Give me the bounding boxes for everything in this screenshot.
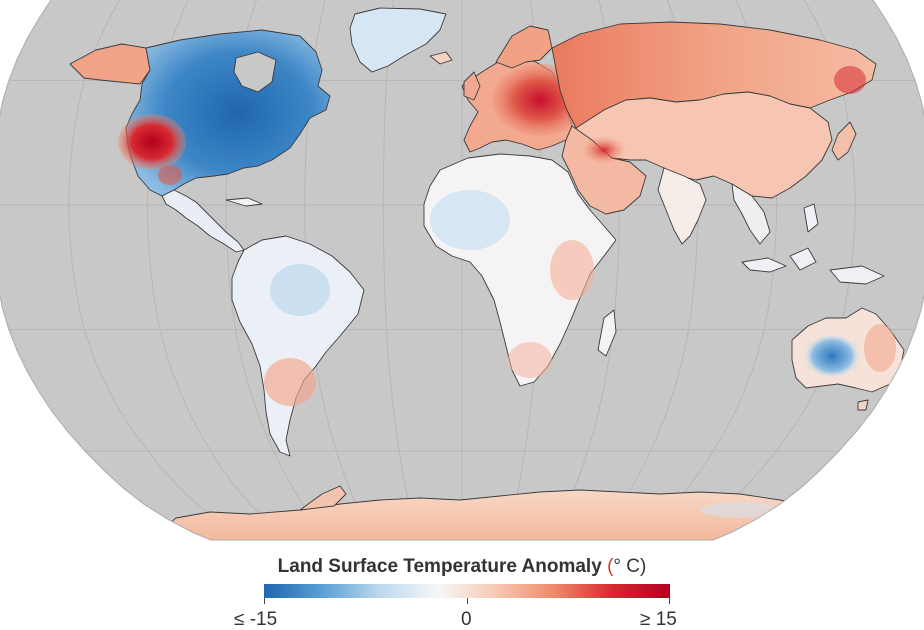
argentina-warm <box>264 358 316 406</box>
british-isles <box>463 71 481 101</box>
legend-unit-degree: ° <box>613 556 622 577</box>
antarctic-peninsula <box>299 485 347 511</box>
brazil-cool <box>270 264 330 316</box>
antarctica-cool-patch <box>700 502 780 518</box>
madagascar <box>597 309 617 357</box>
india <box>657 167 707 245</box>
legend-max-label: ≥ 15 <box>640 609 677 630</box>
legend-title: Land Surface Temperature Anomaly (° C) <box>0 556 924 578</box>
indonesia-1 <box>741 257 787 273</box>
legend-unit-letter: C) <box>626 556 647 577</box>
hudson-bay <box>233 51 277 93</box>
southeast-asia <box>731 183 771 245</box>
new-zealand <box>905 411 921 433</box>
legend-min-label: ≤ -15 <box>234 609 278 630</box>
south-africa-warm <box>508 342 552 378</box>
japan <box>831 121 857 161</box>
asia <box>575 91 833 199</box>
greenland <box>349 7 447 73</box>
east-africa-warm <box>550 240 594 300</box>
southwest-heat <box>158 165 182 185</box>
new-guinea <box>829 265 885 285</box>
iceland <box>429 51 453 65</box>
legend-tick-mid <box>467 598 468 604</box>
south-america <box>231 235 365 457</box>
australia-east-warm <box>864 324 896 372</box>
middle-east-heat <box>582 136 626 164</box>
cuba <box>225 197 263 207</box>
legend-title-text: Land Surface Temperature Anomaly <box>277 556 602 577</box>
legend-mid-label: 0 <box>461 609 472 630</box>
legend-tick-min <box>264 598 265 604</box>
alaska <box>69 43 151 85</box>
land-masses <box>69 7 921 540</box>
legend-tick-max <box>669 598 670 604</box>
west-africa-cool <box>430 190 510 250</box>
legend-unit-open: ( <box>607 556 614 577</box>
philippines <box>803 203 819 233</box>
indonesia-2 <box>789 247 817 271</box>
tasmania <box>857 399 869 411</box>
western-us-heat <box>118 114 186 170</box>
legend-color-bar <box>264 584 670 598</box>
east-russia-heat <box>834 66 866 94</box>
globe-outline <box>0 0 924 541</box>
australia-cold <box>804 334 860 378</box>
